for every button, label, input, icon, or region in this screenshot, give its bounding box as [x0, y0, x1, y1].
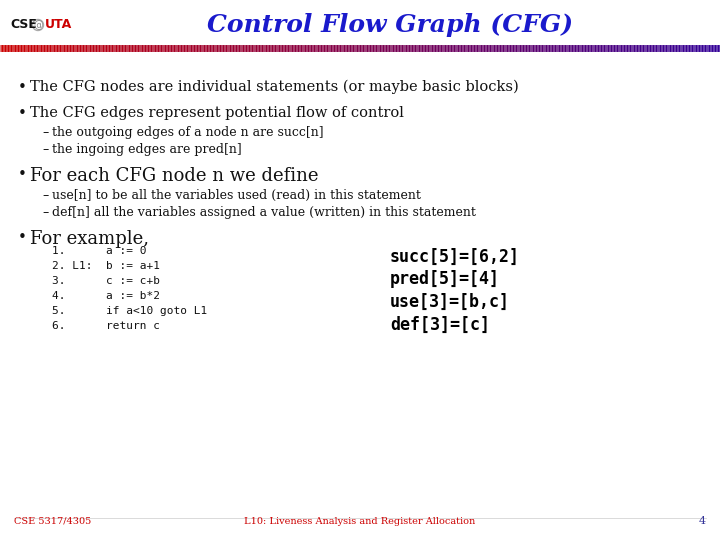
Text: The CFG edges represent potential flow of control: The CFG edges represent potential flow o… [30, 106, 404, 120]
Text: 1.      a := 0: 1. a := 0 [52, 246, 146, 256]
Text: Control Flow Graph (CFG): Control Flow Graph (CFG) [207, 13, 573, 37]
Text: For example,: For example, [30, 230, 149, 248]
Text: CSE 5317/4305: CSE 5317/4305 [14, 517, 91, 526]
Text: 6.      return c: 6. return c [52, 321, 160, 331]
Text: 2. L1:  b := a+1: 2. L1: b := a+1 [52, 261, 160, 271]
Text: UTA: UTA [45, 18, 72, 31]
Text: @: @ [33, 20, 42, 30]
Text: 4.      a := b*2: 4. a := b*2 [52, 291, 160, 301]
Text: •: • [18, 167, 27, 182]
Text: succ[5]=[6,2]: succ[5]=[6,2] [390, 248, 520, 266]
Text: –: – [42, 143, 48, 156]
Text: the ingoing edges are pred[n]: the ingoing edges are pred[n] [52, 143, 242, 156]
Text: use[3]=[b,c]: use[3]=[b,c] [390, 293, 510, 311]
Text: •: • [18, 106, 27, 121]
Text: –: – [42, 126, 48, 139]
Text: –: – [42, 206, 48, 219]
Text: 5.      if a<10 goto L1: 5. if a<10 goto L1 [52, 306, 207, 316]
Text: def[n] all the variables assigned a value (written) in this statement: def[n] all the variables assigned a valu… [52, 206, 476, 219]
Text: •: • [18, 230, 27, 245]
Text: –: – [42, 189, 48, 202]
Text: 4: 4 [699, 516, 706, 526]
Text: The CFG nodes are individual statements (or maybe basic blocks): The CFG nodes are individual statements … [30, 80, 518, 94]
Text: CSE: CSE [10, 18, 37, 31]
Text: For each CFG node n we define: For each CFG node n we define [30, 167, 318, 185]
Text: use[n] to be all the variables used (read) in this statement: use[n] to be all the variables used (rea… [52, 189, 421, 202]
Text: def[3]=[c]: def[3]=[c] [390, 315, 490, 334]
Text: L10: Liveness Analysis and Register Allocation: L10: Liveness Analysis and Register Allo… [244, 517, 476, 526]
Text: the outgoing edges of a node n are succ[n]: the outgoing edges of a node n are succ[… [52, 126, 323, 139]
Text: 3.      c := c+b: 3. c := c+b [52, 276, 160, 286]
Text: pred[5]=[4]: pred[5]=[4] [390, 271, 500, 288]
Text: •: • [18, 80, 27, 95]
